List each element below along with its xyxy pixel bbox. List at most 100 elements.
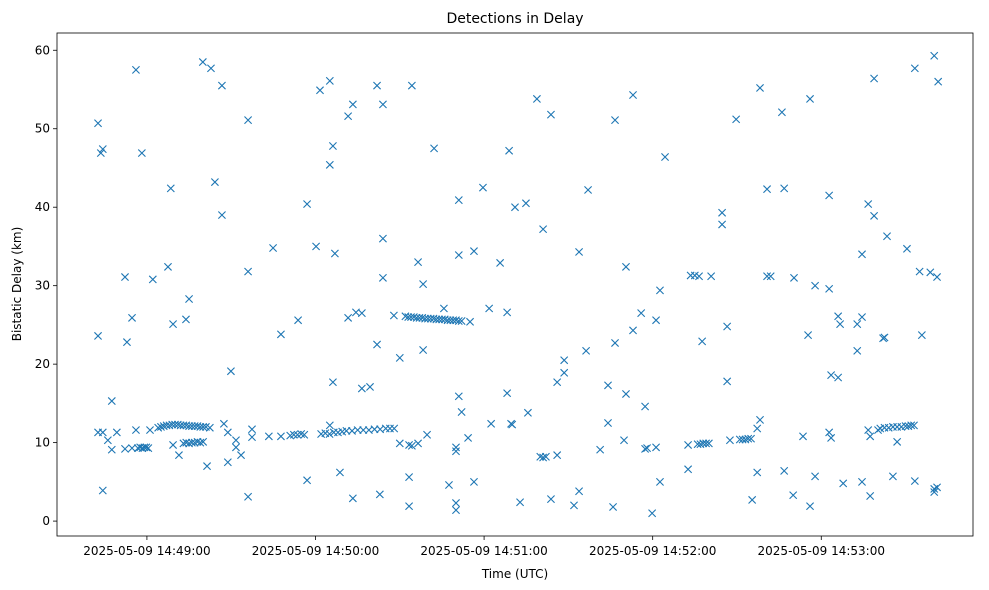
data-point: [330, 249, 339, 258]
data-point: [210, 178, 219, 187]
data-point: [419, 280, 428, 289]
data-point: [604, 381, 612, 390]
data-point: [637, 309, 646, 318]
data-point: [378, 273, 387, 282]
data-point: [421, 314, 430, 323]
data-point: [357, 384, 366, 393]
y-tick-label: 50: [35, 122, 50, 136]
data-point: [744, 434, 753, 443]
data-point: [825, 428, 834, 437]
data-point: [98, 486, 107, 495]
data-point: [570, 501, 578, 510]
data-point: [373, 340, 382, 349]
data-point: [405, 473, 414, 482]
y-axis-label: Bistatic Delay (km): [10, 227, 24, 342]
data-point: [888, 472, 897, 481]
data-point: [454, 392, 463, 401]
data-point: [546, 495, 555, 504]
data-point: [107, 445, 116, 454]
data-point: [366, 382, 375, 391]
data-point: [276, 330, 285, 339]
data-point: [641, 402, 650, 411]
data-point: [516, 498, 525, 507]
data-point: [811, 281, 820, 290]
data-point: [217, 81, 226, 90]
data-point: [539, 225, 548, 234]
data-point: [348, 494, 357, 503]
data-point: [487, 419, 496, 428]
data-point: [870, 74, 879, 83]
data-point: [511, 203, 519, 212]
data-point: [168, 420, 177, 429]
data-point: [454, 196, 463, 205]
data-point: [839, 479, 848, 488]
data-point: [452, 447, 460, 456]
data-point: [244, 267, 253, 276]
data-point: [866, 491, 875, 500]
data-point: [414, 439, 423, 448]
data-point: [405, 440, 414, 449]
data-point: [452, 499, 460, 508]
data-point: [244, 116, 253, 125]
data-point: [541, 452, 550, 461]
data-point: [648, 509, 657, 518]
axis-ticks: 2025-05-09 14:49:00 2025-05-09 14:50:00 20…: [35, 43, 885, 558]
data-point: [753, 424, 762, 433]
data-point: [378, 100, 387, 109]
data-point: [609, 502, 618, 511]
data-point: [185, 295, 194, 304]
data-point: [404, 313, 413, 322]
data-point: [536, 452, 545, 461]
data-point: [375, 490, 384, 499]
data-point: [185, 422, 194, 431]
y-tick-label: 0: [42, 514, 50, 528]
data-point: [834, 312, 843, 321]
data-point: [226, 367, 235, 376]
data-point: [575, 247, 584, 256]
data-point: [532, 94, 541, 103]
data-point: [187, 422, 196, 431]
data-point: [858, 477, 867, 486]
data-point: [464, 433, 473, 442]
data-point: [478, 183, 487, 192]
data-point: [300, 430, 309, 439]
data-point: [582, 346, 591, 355]
data-point: [169, 440, 178, 449]
data-point: [806, 502, 815, 511]
x-tick-label: 2025-05-09 14:49:00: [83, 544, 210, 558]
data-point: [766, 272, 775, 281]
data-point: [344, 112, 353, 121]
data-point: [864, 200, 873, 209]
data-point: [804, 331, 813, 340]
data-point: [834, 373, 843, 382]
data-point: [702, 439, 711, 448]
data-point: [407, 81, 416, 90]
data-point: [718, 220, 727, 229]
data-point: [103, 436, 112, 445]
data-point: [893, 437, 902, 446]
data-point: [348, 100, 357, 109]
data-point: [206, 64, 215, 73]
data-point: [423, 430, 432, 439]
data-point: [248, 425, 256, 434]
data-point: [620, 436, 629, 445]
data-point: [930, 488, 939, 497]
data-point: [575, 487, 584, 496]
data-point: [297, 429, 306, 438]
data-point: [328, 378, 337, 387]
data-point: [359, 426, 368, 435]
data-point: [858, 250, 867, 259]
data-point: [205, 423, 214, 432]
data-point: [454, 317, 463, 325]
data-point: [505, 146, 514, 155]
data-point: [661, 152, 670, 161]
data-point: [466, 317, 475, 326]
data-point: [179, 439, 188, 448]
data-point: [725, 436, 734, 445]
data-point: [933, 483, 942, 492]
data-point: [248, 433, 256, 442]
data-point: [811, 472, 820, 481]
data-point: [508, 420, 517, 429]
